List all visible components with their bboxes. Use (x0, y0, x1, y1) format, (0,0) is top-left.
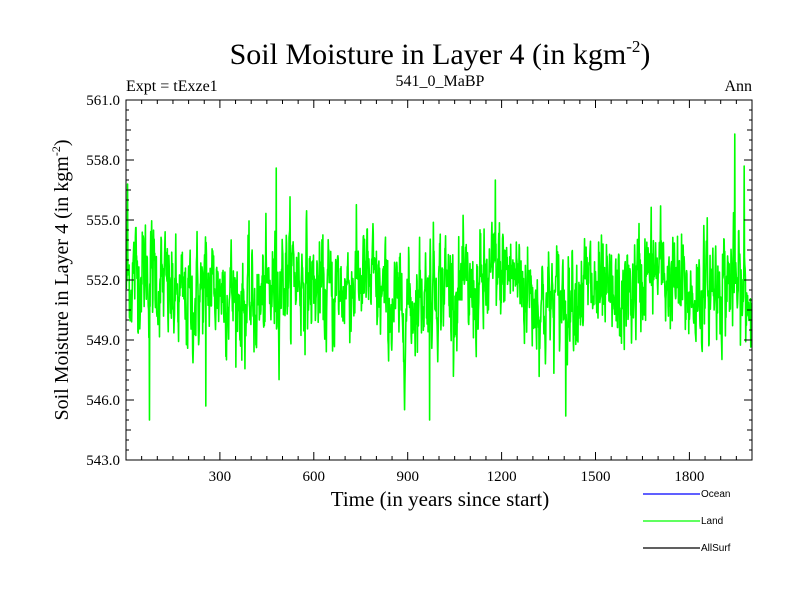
y-axis-label-superscript: -2 (49, 146, 63, 156)
y-tick-label: 546.0 (86, 393, 120, 409)
legend-label-ocean: Ocean (701, 489, 730, 500)
x-ticks: 300 600 900 1200 1500 1800 (141, 100, 737, 485)
subtitle-left: Expt = tExze1 (126, 78, 218, 95)
x-tick-label: 1200 (487, 469, 517, 485)
x-axis-label: Time (in years since start) (331, 487, 550, 511)
series-line-land (126, 133, 752, 421)
legend-label-allsurf: AllSurf (701, 543, 731, 554)
legend: Ocean Land AllSurf (643, 489, 731, 554)
y-tick-label: 543.0 (86, 453, 120, 469)
x-tick-label: 1800 (674, 469, 704, 485)
chart-title-superscript: -2 (626, 37, 640, 56)
subtitle-center: 541_0_MaBP (396, 73, 485, 90)
y-tick-label: 558.0 (86, 153, 120, 169)
x-tick-label: 1500 (581, 469, 611, 485)
chart-title: Soil Moisture in Layer 4 (in kgm-2) (230, 37, 651, 71)
y-ticks: 543.0 546.0 549.0 552.0 555.0 558.0 561.0 (86, 93, 752, 469)
y-axis-label: Soil Moisture in Layer 4 (in kgm-2) (49, 139, 73, 420)
x-tick-label: 900 (396, 469, 419, 485)
legend-label-land: Land (701, 516, 723, 527)
subtitle-right: Ann (724, 78, 752, 95)
x-tick-label: 300 (209, 469, 232, 485)
y-tick-label: 561.0 (86, 93, 120, 109)
y-tick-label: 555.0 (86, 213, 120, 229)
y-tick-label: 552.0 (86, 273, 120, 289)
series-layer (126, 133, 752, 421)
x-tick-label: 600 (303, 469, 326, 485)
y-tick-label: 549.0 (86, 333, 120, 349)
